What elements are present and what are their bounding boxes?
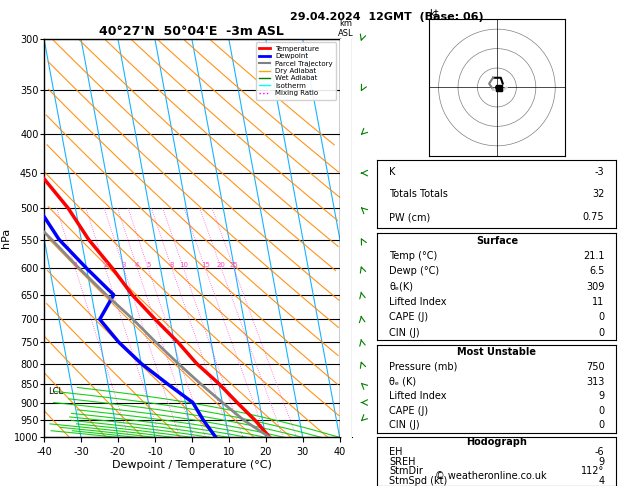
Text: 10: 10 <box>179 262 188 268</box>
Text: © weatheronline.co.uk: © weatheronline.co.uk <box>435 471 547 481</box>
Text: Hodograph: Hodograph <box>467 437 527 447</box>
Text: Lifted Index: Lifted Index <box>389 391 447 401</box>
Text: 29.04.2024  12GMT  (Base: 06): 29.04.2024 12GMT (Base: 06) <box>290 12 484 22</box>
Text: 3: 3 <box>121 262 126 268</box>
Title: 40°27'N  50°04'E  -3m ASL: 40°27'N 50°04'E -3m ASL <box>99 25 284 38</box>
Text: 32: 32 <box>592 190 604 199</box>
Text: 21.1: 21.1 <box>583 251 604 261</box>
Text: Temp (°C): Temp (°C) <box>389 251 438 261</box>
Text: EH: EH <box>389 447 403 457</box>
Text: θₑ(K): θₑ(K) <box>389 282 413 292</box>
Text: 750: 750 <box>586 362 604 372</box>
Text: Totals Totals: Totals Totals <box>389 190 448 199</box>
Text: StmDir: StmDir <box>389 467 423 476</box>
Text: kt: kt <box>429 9 438 19</box>
Text: Pressure (mb): Pressure (mb) <box>389 362 458 372</box>
Legend: Temperature, Dewpoint, Parcel Trajectory, Dry Adiabat, Wet Adiabat, Isotherm, Mi: Temperature, Dewpoint, Parcel Trajectory… <box>255 42 336 100</box>
Y-axis label: hPa: hPa <box>1 228 11 248</box>
Text: 9: 9 <box>598 457 604 467</box>
Text: SREH: SREH <box>389 457 416 467</box>
Text: 313: 313 <box>586 377 604 386</box>
Text: K: K <box>389 167 396 177</box>
Text: CIN (J): CIN (J) <box>389 420 420 430</box>
Text: 0: 0 <box>598 420 604 430</box>
Text: 8: 8 <box>170 262 174 268</box>
Text: 5: 5 <box>146 262 150 268</box>
Text: 0.75: 0.75 <box>583 212 604 222</box>
Text: 0: 0 <box>598 406 604 416</box>
Text: 2: 2 <box>103 262 108 268</box>
Text: 11: 11 <box>593 297 604 307</box>
X-axis label: Dewpoint / Temperature (°C): Dewpoint / Temperature (°C) <box>112 460 272 470</box>
Text: CAPE (J): CAPE (J) <box>389 406 428 416</box>
Text: 4: 4 <box>598 476 604 486</box>
Text: 1: 1 <box>73 262 77 268</box>
Text: 6.5: 6.5 <box>589 266 604 277</box>
Text: 9: 9 <box>598 391 604 401</box>
Text: θₑ (K): θₑ (K) <box>389 377 416 386</box>
Text: LCL: LCL <box>48 387 63 396</box>
Text: Most Unstable: Most Unstable <box>457 347 537 357</box>
Text: Surface: Surface <box>476 236 518 246</box>
Text: Dewp (°C): Dewp (°C) <box>389 266 440 277</box>
Text: 4: 4 <box>135 262 140 268</box>
Text: CIN (J): CIN (J) <box>389 328 420 338</box>
Text: 309: 309 <box>586 282 604 292</box>
Text: 25: 25 <box>230 262 238 268</box>
Text: PW (cm): PW (cm) <box>389 212 431 222</box>
Text: 0: 0 <box>598 328 604 338</box>
Text: Lifted Index: Lifted Index <box>389 297 447 307</box>
Text: 15: 15 <box>201 262 209 268</box>
Text: 112°: 112° <box>581 467 604 476</box>
Text: StmSpd (kt): StmSpd (kt) <box>389 476 448 486</box>
Text: 20: 20 <box>217 262 226 268</box>
Text: -3: -3 <box>595 167 604 177</box>
Text: -6: -6 <box>595 447 604 457</box>
Title: km
ASL: km ASL <box>338 18 353 38</box>
Text: 0: 0 <box>598 312 604 322</box>
Text: CAPE (J): CAPE (J) <box>389 312 428 322</box>
